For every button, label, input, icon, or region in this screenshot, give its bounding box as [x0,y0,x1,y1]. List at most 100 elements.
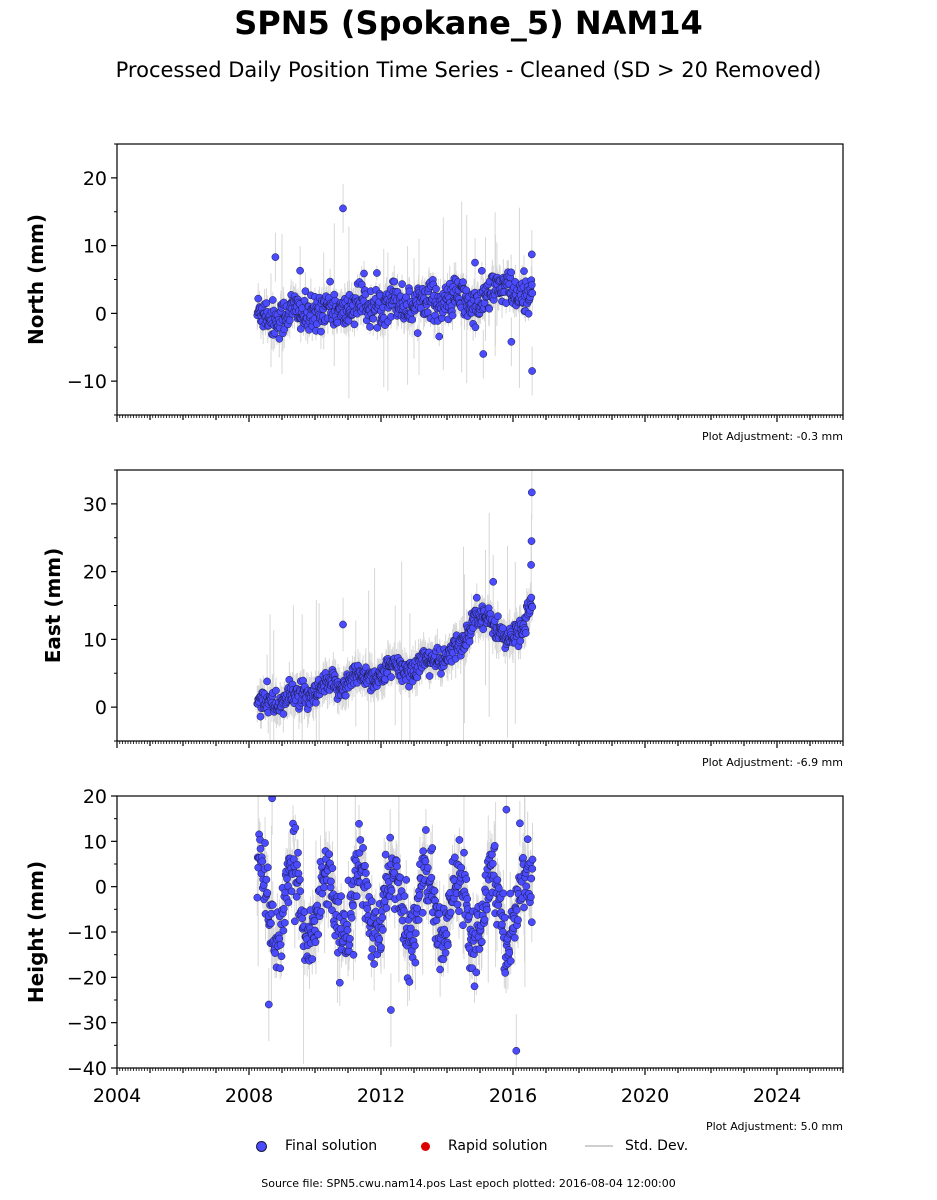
data-point [363,881,372,890]
data-point [349,950,358,959]
data-point [263,889,272,897]
data-point [279,926,288,935]
data-point [378,913,387,922]
final-solution-points [253,488,537,721]
data-point [355,819,363,828]
data-point [402,876,411,884]
data-point [276,940,285,949]
data-point [320,883,329,892]
data-point [490,841,499,850]
data-point [411,929,420,938]
data-point [367,897,376,906]
data-point [506,957,515,965]
data-point [271,949,279,957]
data-point [520,903,528,912]
data-point [300,296,309,305]
data-point [430,887,439,895]
data-point [494,612,502,621]
data-point [370,960,378,968]
data-point [363,904,372,913]
data-point [382,904,391,912]
data-point [493,876,502,884]
data-point [253,893,262,902]
data-point [418,908,427,917]
data-point [527,918,536,927]
y-tick-label: 20 [83,786,107,808]
x-axis [116,1068,844,1075]
data-point [262,875,271,884]
data-point [506,889,515,898]
data-point [448,311,457,320]
data-point [480,915,489,924]
data-point [390,277,399,286]
plot-area [253,796,537,1068]
data-point [268,296,277,304]
data-point [524,309,533,318]
data-point [465,637,474,646]
data-point [528,289,537,298]
x-tick-label: 2012 [357,1085,405,1107]
data-point [527,893,535,901]
legend-item-final: Final solution [256,1138,377,1154]
data-point [285,316,294,325]
data-point [523,835,532,844]
data-point [327,877,335,886]
data-point [528,855,537,864]
data-point [280,918,289,927]
data-point [308,955,317,963]
data-point [522,882,531,891]
y-tick-label: 10 [83,831,107,853]
data-point [436,965,444,974]
data-point [446,908,455,917]
data-point [477,937,486,946]
data-point [292,892,301,901]
data-point [485,304,494,313]
data-point [317,327,325,336]
data-point [411,958,420,967]
panel-2: 0 10 20 30 East (mm) Plot Adjustment: -6.9 mm [41,469,844,769]
plot-adjustment-note: Plot Adjustment: -6.9 mm [702,756,843,769]
y-axis: −40 −30 −20 −10 0 10 20 [67,786,117,1080]
data-point [301,287,310,296]
data-point [317,907,325,916]
data-point [325,850,334,859]
data-point [400,892,409,900]
data-point [421,857,430,865]
data-point [405,287,414,296]
data-point [489,577,498,586]
data-point [479,350,488,358]
data-point [462,875,471,883]
y-tick-label: 10 [83,236,107,258]
data-point [527,561,535,569]
data-point [502,805,511,814]
data-point [475,945,484,953]
y-axis-label: North (mm) [24,214,48,345]
data-point [326,277,334,286]
y-tick-label: 0 [95,697,107,719]
data-point [314,930,323,939]
data-point [268,796,276,803]
data-point [442,930,451,938]
data-point [377,943,385,952]
data-point [499,889,508,898]
data-point [361,861,369,870]
data-point [470,982,479,991]
data-point [427,873,436,882]
y-axis: −10 0 10 20 [67,143,117,416]
data-point [387,1006,395,1014]
data-point [528,864,537,873]
data-point [398,280,406,288]
data-point [411,941,419,950]
data-point [477,266,486,275]
x-tick-label: 2024 [753,1085,801,1107]
legend-rapid-marker [421,1141,430,1151]
plot-frame [116,143,844,416]
data-point [406,924,415,933]
data-point [419,847,428,856]
data-point [432,285,440,293]
data-point [455,907,463,916]
data-point [514,916,522,924]
y-tick-label: −20 [67,967,107,989]
data-point [296,266,304,275]
chart-subtitle: Processed Daily Position Time Series - C… [115,58,822,82]
